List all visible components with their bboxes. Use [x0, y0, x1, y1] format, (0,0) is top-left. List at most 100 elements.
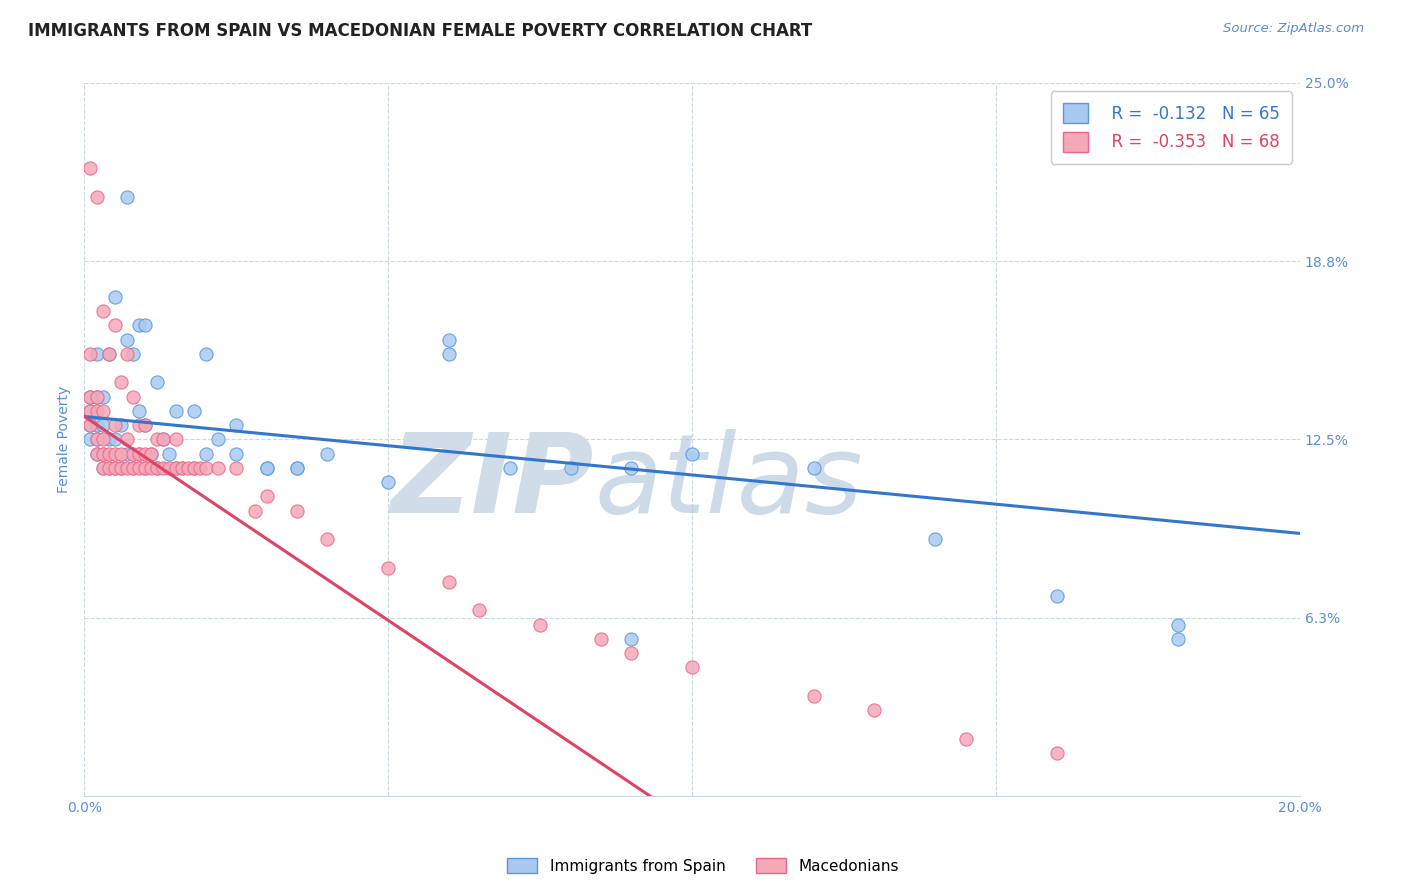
Point	[377, 475, 399, 489]
Point	[91, 460, 114, 475]
Point	[110, 446, 132, 460]
Point	[183, 460, 205, 475]
Point	[924, 532, 946, 546]
Point	[141, 446, 163, 460]
Point	[115, 333, 138, 347]
Point	[134, 318, 156, 333]
Point	[146, 376, 169, 390]
Point	[589, 632, 612, 646]
Point	[128, 318, 150, 333]
Point	[316, 532, 339, 546]
Point	[97, 347, 120, 361]
Point	[91, 390, 114, 404]
Point	[97, 460, 120, 475]
Point	[86, 433, 108, 447]
Point	[79, 390, 101, 404]
Point	[256, 460, 278, 475]
Point	[86, 347, 108, 361]
Point	[437, 347, 460, 361]
Point	[91, 446, 114, 460]
Point	[104, 290, 127, 304]
Point	[79, 433, 101, 447]
Point	[91, 304, 114, 318]
Point	[256, 489, 278, 503]
Point	[134, 418, 156, 433]
Point	[86, 446, 108, 460]
Point	[86, 390, 108, 404]
Point	[128, 446, 150, 460]
Point	[91, 404, 114, 418]
Point	[97, 460, 120, 475]
Point	[86, 190, 108, 204]
Point	[803, 460, 825, 475]
Point	[146, 433, 169, 447]
Point	[91, 460, 114, 475]
Point	[91, 446, 114, 460]
Point	[165, 460, 187, 475]
Point	[115, 347, 138, 361]
Point	[115, 433, 138, 447]
Point	[194, 446, 217, 460]
Point	[170, 460, 193, 475]
Point	[134, 460, 156, 475]
Point	[159, 446, 181, 460]
Point	[146, 460, 169, 475]
Point	[122, 446, 145, 460]
Point	[681, 446, 703, 460]
Point	[122, 460, 145, 475]
Point	[170, 460, 193, 475]
Text: atlas: atlas	[595, 428, 863, 535]
Point	[97, 446, 120, 460]
Legend: Immigrants from Spain, Macedonians: Immigrants from Spain, Macedonians	[501, 852, 905, 880]
Point	[152, 433, 174, 447]
Point	[79, 390, 101, 404]
Point	[225, 446, 247, 460]
Point	[122, 390, 145, 404]
Point	[1167, 617, 1189, 632]
Point	[128, 460, 150, 475]
Point	[165, 433, 187, 447]
Point	[1167, 632, 1189, 646]
Point	[285, 503, 308, 517]
Point	[159, 460, 181, 475]
Y-axis label: Female Poverty: Female Poverty	[58, 385, 72, 493]
Point	[110, 460, 132, 475]
Point	[377, 560, 399, 574]
Point	[1046, 746, 1069, 760]
Point	[86, 446, 108, 460]
Point	[620, 460, 643, 475]
Point	[79, 418, 101, 433]
Point	[97, 347, 120, 361]
Point	[79, 347, 101, 361]
Point	[91, 433, 114, 447]
Point	[285, 460, 308, 475]
Point	[128, 418, 150, 433]
Point	[86, 418, 108, 433]
Point	[256, 460, 278, 475]
Legend:   R =  -0.132   N = 65,   R =  -0.353   N = 68: R = -0.132 N = 65, R = -0.353 N = 68	[1050, 91, 1292, 163]
Point	[194, 460, 217, 475]
Point	[620, 646, 643, 660]
Point	[104, 418, 127, 433]
Point	[122, 460, 145, 475]
Point	[141, 446, 163, 460]
Point	[115, 446, 138, 460]
Text: IMMIGRANTS FROM SPAIN VS MACEDONIAN FEMALE POVERTY CORRELATION CHART: IMMIGRANTS FROM SPAIN VS MACEDONIAN FEMA…	[28, 22, 813, 40]
Point	[165, 404, 187, 418]
Point	[560, 460, 582, 475]
Point	[134, 460, 156, 475]
Point	[468, 603, 491, 617]
Point	[91, 418, 114, 433]
Point	[681, 660, 703, 674]
Point	[104, 460, 127, 475]
Point	[225, 418, 247, 433]
Point	[128, 446, 150, 460]
Point	[152, 433, 174, 447]
Point	[863, 703, 886, 717]
Point	[104, 460, 127, 475]
Point	[104, 446, 127, 460]
Point	[316, 446, 339, 460]
Point	[115, 190, 138, 204]
Point	[176, 460, 198, 475]
Point	[499, 460, 522, 475]
